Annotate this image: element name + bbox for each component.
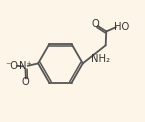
Text: O: O: [22, 77, 30, 87]
Text: HO: HO: [114, 22, 129, 32]
Text: NH₂: NH₂: [91, 54, 110, 64]
Text: O: O: [91, 19, 99, 29]
Text: N⁺: N⁺: [19, 61, 32, 71]
Text: ⁻O: ⁻O: [5, 61, 18, 71]
